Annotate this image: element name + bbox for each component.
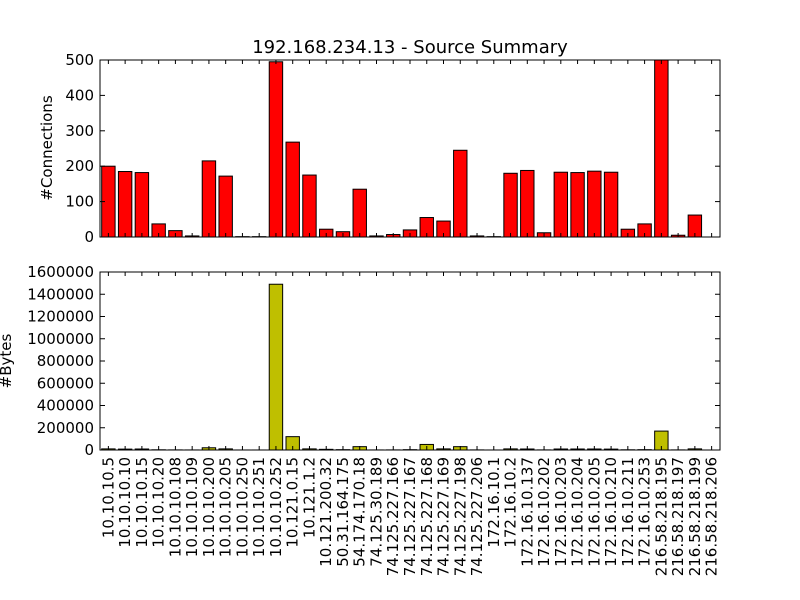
x-tick-label: 10.10.10.250 [233,457,251,557]
bytes-y-tick-label: 1200000 [27,308,94,326]
connections-plot-frame [99,59,721,238]
connections-bar [352,188,367,238]
bytes-bar [268,283,284,451]
bytes-y-tick-label: 1000000 [27,330,94,348]
x-tick-label: 74.125.227.166 [384,457,402,576]
connections-bar [654,59,669,238]
x-tick-label: 216.58.218.199 [686,457,704,576]
connections-bar [570,172,585,238]
x-tick-label: 10.10.10.205 [217,457,235,557]
x-tick-label: 10.10.10.252 [267,457,285,557]
x-tick-label: 74.125.227.167 [401,457,419,576]
x-tick-label: 172.16.10.1 [485,457,503,548]
connections-panel: 0 100 200 300 400 500 [65,51,721,246]
connections-bar [520,169,535,238]
x-tick-label: 172.16.10.211 [619,457,637,567]
bytes-y-axis-label: #Bytes [0,333,15,388]
connections-y-tick-label: 300 [65,122,94,140]
bytes-y-tick-label: 200000 [37,419,94,437]
x-tick-label: 74.125.227.198 [451,457,469,576]
x-tick-label: 74.125.227.206 [468,457,486,576]
bytes-y-tick-label: 600000 [37,374,94,392]
connections-bar [134,172,150,238]
x-tick-label: 172.16.10.202 [535,457,553,567]
x-tick-label: 10.10.10.108 [166,457,184,557]
x-tick-label: 54.174.170.18 [351,457,369,567]
connections-bar [302,174,317,238]
connections-y-tick-label: 100 [65,193,94,211]
x-tick-label: 172.16.10.2 [502,457,520,548]
connections-bar [587,170,602,238]
x-tick-label: 172.16.10.253 [636,457,654,567]
bytes-plot-frame [99,271,721,451]
x-tick-label: 50.31.164.175 [334,457,352,567]
connections-bar [553,171,569,238]
x-tick-label: 10.10.10.20 [150,457,168,548]
connections-bar [603,171,619,238]
bytes-y-tick-label: 800000 [37,352,94,370]
x-tick-label: 216.58.218.197 [669,457,687,576]
x-tick-label: 10.10.10.15 [133,457,151,548]
connections-bar [117,171,133,238]
x-tick-label: 10.121.200.32 [317,457,335,567]
bytes-y-tick-label: 1600000 [27,263,94,281]
x-tick-label: 216.58.218.195 [652,457,670,576]
x-tick-label: 172.16.10.210 [602,457,620,567]
connections-bar [218,175,233,238]
bytes-y-tick-label: 0 [84,441,94,459]
bytes-y-tick-label: 1400000 [27,285,94,303]
connections-bar [268,61,284,238]
connections-y-axis-label: #Connections [38,95,56,200]
x-tick-label: 10.10.10.251 [250,457,268,557]
connections-y-tick-label: 500 [65,51,94,69]
chart-title: 192.168.234.13 - Source Summary [252,37,568,58]
x-tick-label: 10.10.10.200 [200,457,218,557]
connections-bar [285,141,300,238]
bytes-y-tick-label: 400000 [37,397,94,415]
connections-bar [503,172,518,238]
x-tick-label: 10.10.10.5 [99,457,117,538]
connections-bar [201,160,217,238]
connections-bar [453,149,468,238]
x-tick-label: 10.10.10.10 [116,457,134,548]
x-tick-label: 74.125.227.168 [418,457,436,576]
x-tick-label: 74.125.30.189 [368,457,386,567]
x-tick-label: 74.125.227.169 [435,457,453,576]
x-tick-label: 172.16.10.205 [585,457,603,567]
x-tick-label: 172.16.10.137 [518,457,536,567]
x-tick-label: 172.16.10.203 [552,457,570,567]
bytes-panel: 0 200000 400000 600000 800000 1000000 1200000 1… [27,263,720,576]
connections-y-tick-label: 200 [65,157,94,175]
x-tick-label: 10.10.10.109 [183,457,201,557]
x-tick-label: 172.16.10.204 [569,457,587,567]
x-tick-label: 10.121.1.2 [301,457,319,538]
x-tick-label: 10.121.0.15 [284,457,302,548]
connections-y-tick-label: 0 [84,228,94,246]
x-tick-label: 216.58.218.206 [703,457,721,576]
connections-y-tick-label: 400 [65,86,94,104]
